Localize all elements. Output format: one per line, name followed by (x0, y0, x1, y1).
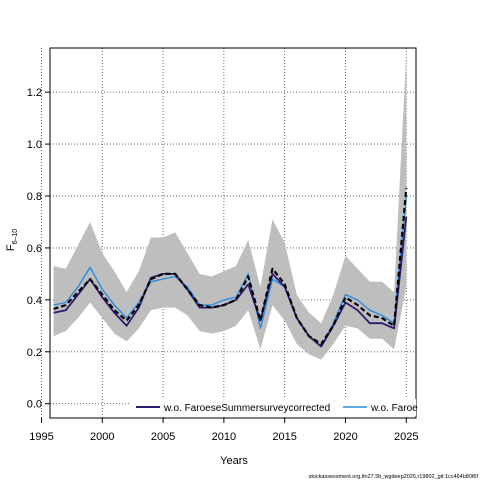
footer-note: stockassessment.org,ltn27.5b_wgdeep2026,… (309, 474, 479, 480)
legend: w.o. FaroeseSummersurveycorrected w.o. Fa… (130, 399, 418, 416)
plot-frame (49, 47, 417, 419)
y-tick-label-6: 1.2 (27, 87, 42, 99)
y-tick-label-1: 0.2 (27, 347, 42, 359)
x-tick-label-2: 2005 (151, 431, 175, 443)
x-axis-label: Years (220, 455, 248, 467)
x-tick-label-0: 1995 (29, 431, 53, 443)
x-tick-label-5: 2020 (333, 431, 357, 443)
legend-label-1: w.o. FaroeseSummersurveycorrected (163, 403, 330, 414)
y-tick-label-2: 0.4 (27, 295, 42, 307)
y-tick-label-0: 0.0 (27, 399, 42, 411)
y-axis-label-subscript: 6–10 (12, 229, 19, 245)
series-line-0 (53, 188, 408, 346)
x-tick-label-3: 2010 (212, 431, 236, 443)
x-tick-label-4: 2015 (272, 431, 296, 443)
y-tick-label-4: 0.8 (27, 191, 42, 203)
y-axis-label: F6–10 (5, 229, 19, 251)
x-axis: 1995 2000 2005 2010 2015 2020 2025 (29, 418, 419, 443)
series-lines (53, 188, 408, 348)
grid-lines (41, 48, 416, 418)
y-tick-label-5: 1.0 (27, 139, 42, 151)
y-tick-label-3: 0.6 (27, 243, 42, 255)
legend-box (130, 399, 416, 416)
series-line-2 (53, 195, 407, 348)
x-tick-label-6: 2025 (394, 431, 418, 443)
y-axis: 0.0 0.2 0.4 0.6 0.8 1.0 1.2 (27, 87, 50, 411)
x-tick-label-1: 2000 (90, 431, 114, 443)
confidence-band (53, 53, 407, 360)
legend-label-2: w.o. Faroe (370, 403, 418, 414)
